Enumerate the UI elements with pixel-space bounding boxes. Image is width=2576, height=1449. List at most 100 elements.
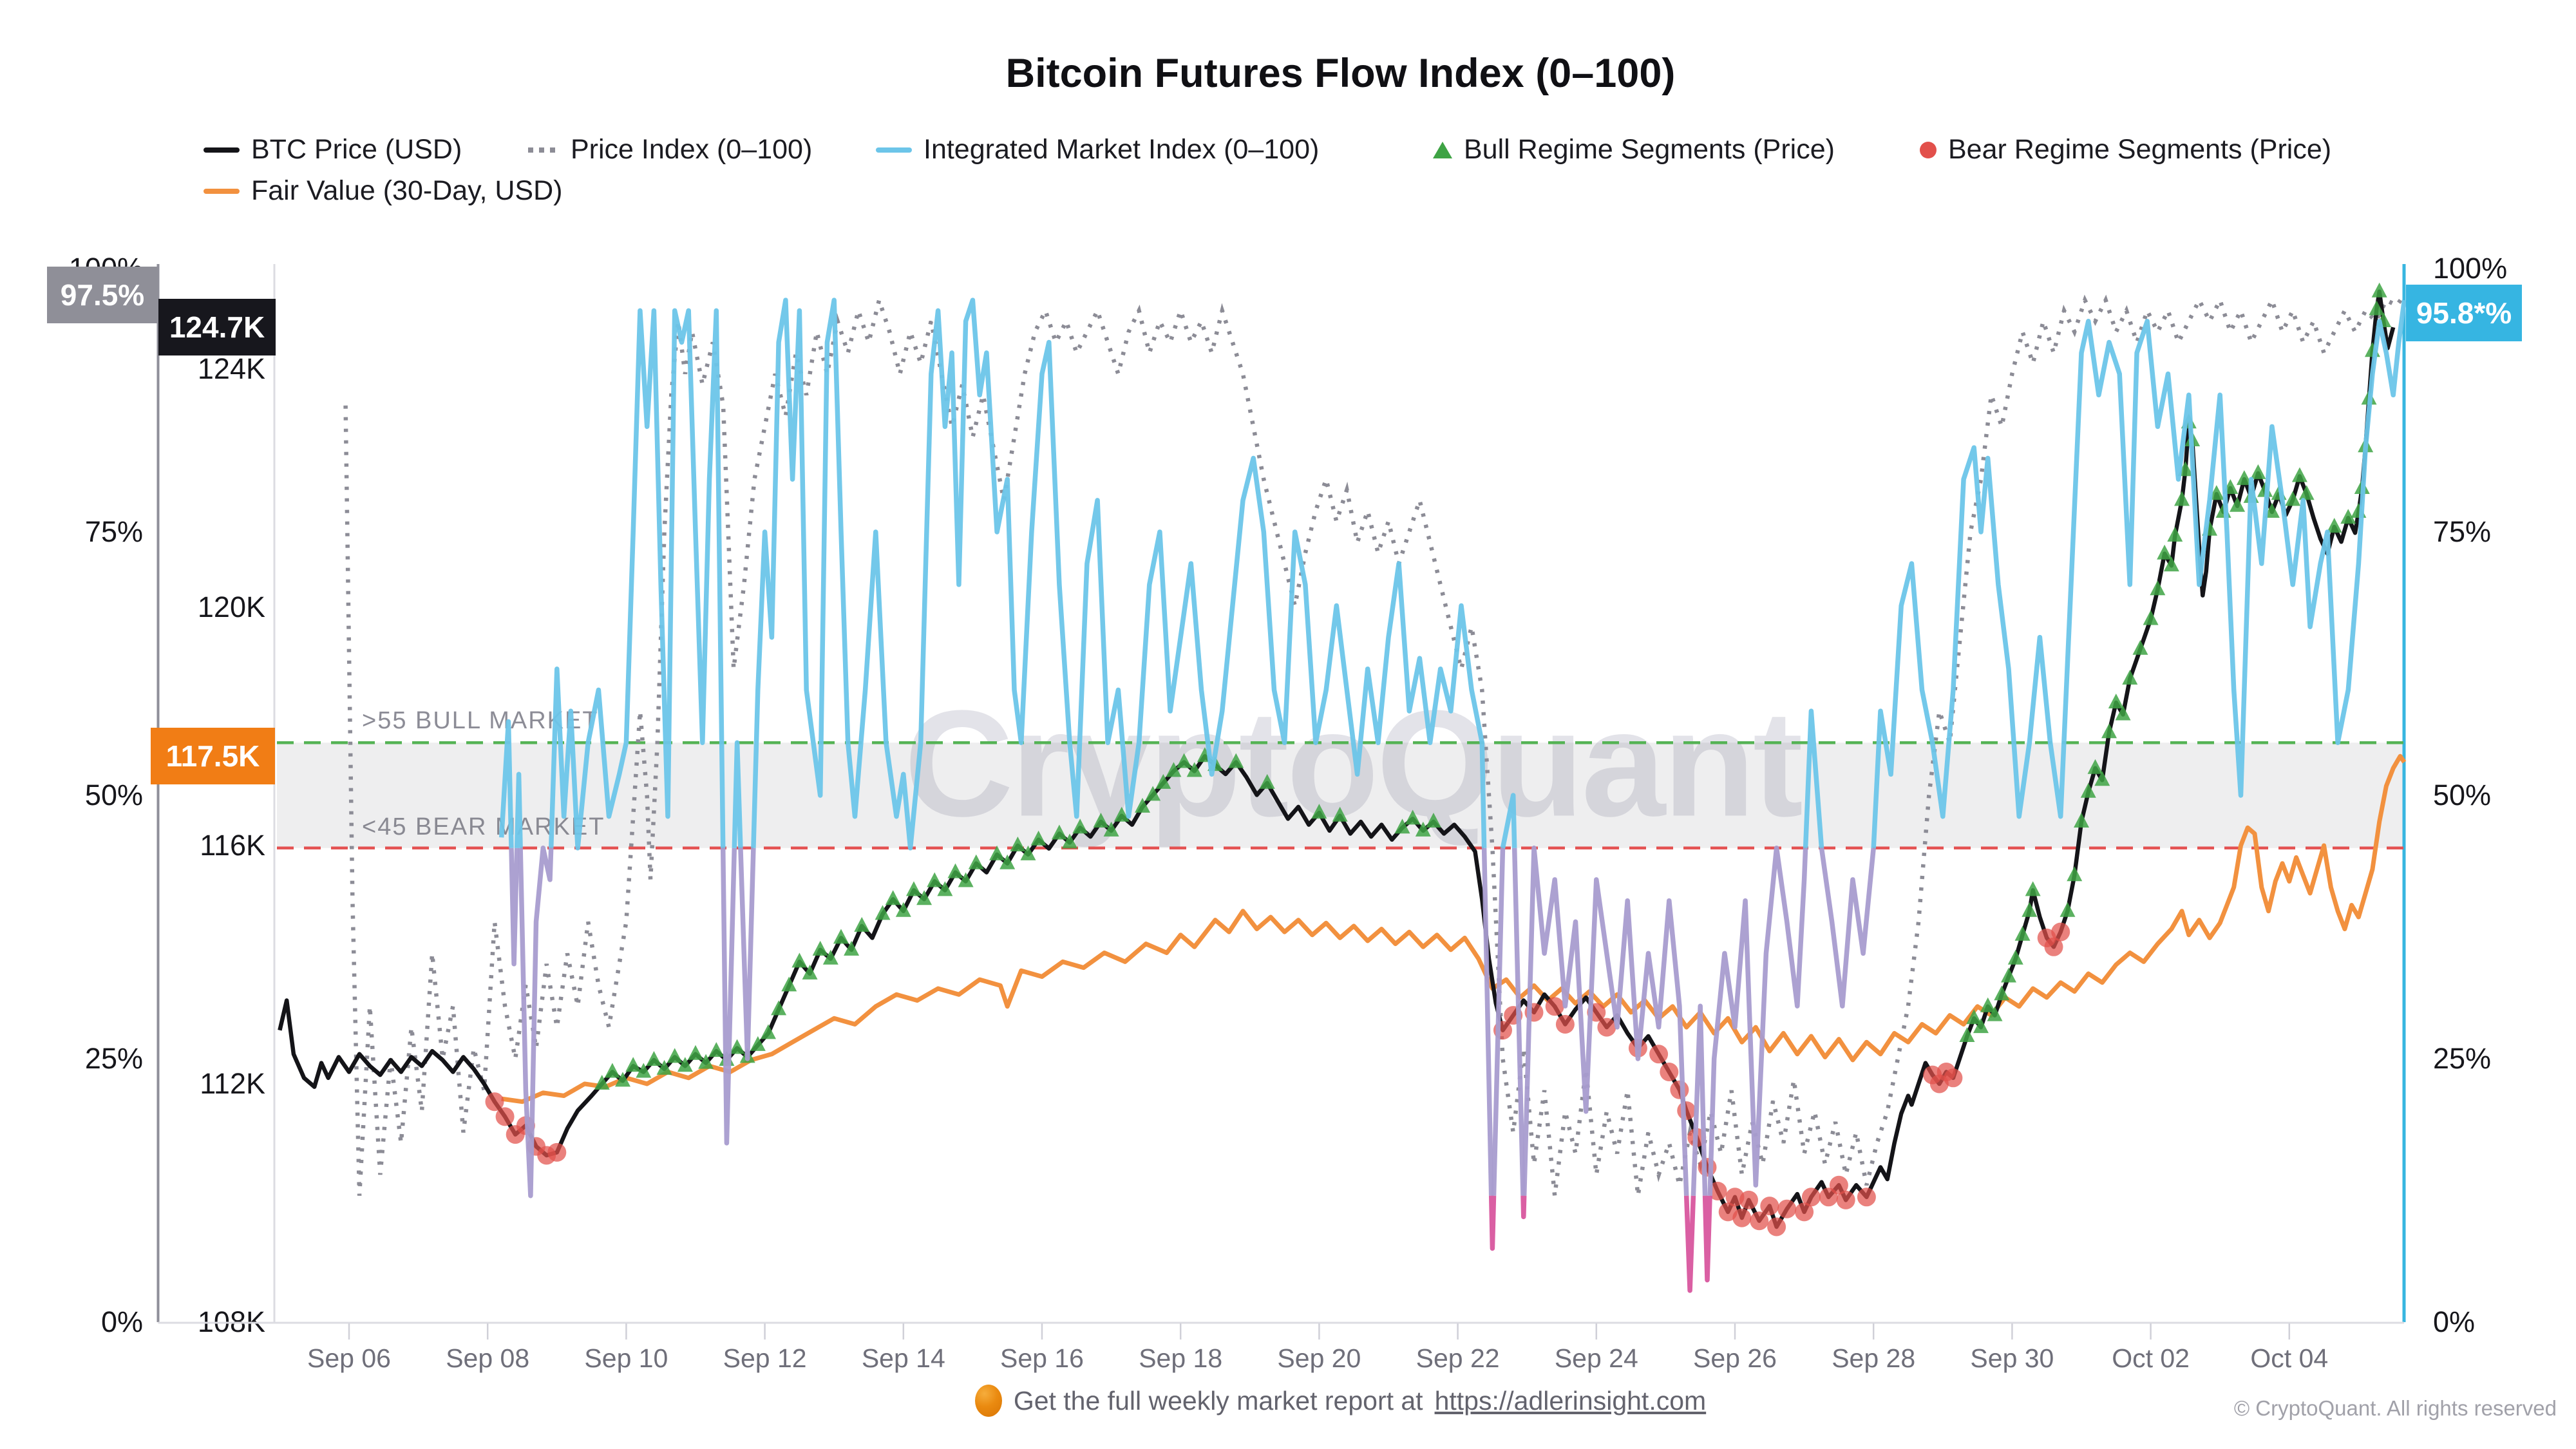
bear-regime-marker [1760, 1197, 1779, 1216]
market-index-line [514, 772, 523, 848]
bull-regime-marker [2022, 902, 2038, 917]
bull-regime-marker [989, 845, 1005, 860]
bull-regime-marker [2108, 694, 2124, 708]
market-index-line [1511, 848, 1526, 1196]
bull-regime-marker [2208, 485, 2224, 500]
price-index-badge: 97.5% [47, 266, 158, 323]
market-index-line [1521, 846, 1689, 1196]
bull-regime-marker [947, 863, 963, 878]
bull-regime-marker [2060, 902, 2076, 917]
market-index-line [1500, 793, 1517, 849]
bull-regime-marker [905, 881, 922, 896]
x-axis-date-label: Sep 08 [446, 1343, 530, 1373]
right-percent-tick: 0% [2433, 1305, 2476, 1338]
x-axis-date-label: Sep 16 [1000, 1343, 1084, 1373]
report-banner: Get the full weekly market report at htt… [277, 1385, 2404, 1417]
btc-price-badge: 124.7K [158, 299, 276, 356]
bull-regime-marker [885, 890, 901, 905]
legend-item-market_index[interactable]: Integrated Market Index (0–100) [876, 134, 1319, 166]
bull-regime-marker [1394, 819, 1410, 834]
bull-regime-marker [2080, 782, 2096, 798]
bear-regime-marker [1829, 1175, 1848, 1195]
bull-regime-marker [854, 916, 870, 932]
legend-swatch-line-icon [204, 188, 240, 194]
bear-regime-marker [1795, 1202, 1814, 1222]
bull-regime-marker [2001, 967, 2017, 983]
bear-regime-marker [1739, 1190, 1758, 1209]
market-index-line [1819, 848, 1876, 1009]
bull-regime-marker [875, 905, 891, 920]
bull-regime-marker [916, 890, 933, 905]
legend-item-bull[interactable]: Bull Regime Segments (Price) [1433, 134, 1835, 166]
left-price-tick: 124K [197, 352, 265, 385]
x-axis-date-label: Sep 20 [1277, 1343, 1361, 1373]
legend-swatch-line-icon [204, 147, 240, 153]
bull-regime-marker [1405, 810, 1421, 825]
bull-regime-marker [791, 952, 808, 968]
legend-label: Fair Value (30-Day, USD) [251, 175, 563, 206]
report-link[interactable]: https://adlerinsight.com [1434, 1385, 1707, 1416]
bear-regime-marker [1649, 1045, 1669, 1064]
bull-regime-marker [1425, 813, 1441, 828]
bull-regime-marker [781, 976, 797, 992]
bear-regime-marker [1777, 1199, 1797, 1218]
bull-regime-marker [2174, 491, 2190, 506]
legend-item-btc[interactable]: BTC Price (USD) [204, 134, 462, 166]
bull-regime-marker [1093, 813, 1109, 828]
legend-swatch-line-icon [876, 147, 912, 153]
bull-regime-marker [2025, 881, 2041, 896]
bull-regime-marker [2291, 467, 2307, 482]
bull-regime-marker [1973, 1018, 1989, 1034]
legend-item-fair_value[interactable]: Fair Value (30-Day, USD) [204, 175, 562, 207]
orange-dot-icon [974, 1385, 1002, 1417]
report-text: Get the full weekly market report at [1013, 1385, 1423, 1416]
bull-regime-marker [2014, 925, 2031, 941]
legend-label: Bear Regime Segments (Price) [1948, 134, 2332, 165]
bull-regime-marker [2285, 491, 2301, 506]
bull-regime-marker [1980, 997, 1996, 1012]
bull-regime-marker [1959, 1027, 1975, 1042]
bull-regime-marker [1186, 762, 1202, 777]
bull-regime-marker [771, 1000, 787, 1016]
bear-regime-marker [2044, 937, 2063, 956]
bull-regime-marker [1103, 821, 1119, 837]
market-index-line [548, 308, 726, 851]
bull-regime-marker [2369, 300, 2385, 316]
right-percent-tick: 50% [2433, 779, 2492, 811]
market-index-line [1481, 848, 1494, 1196]
bear-regime-marker [1670, 1080, 1689, 1099]
bull-regime-marker [677, 1057, 693, 1072]
x-axis-date-label: Sep 14 [861, 1343, 945, 1373]
bull-regime-marker [2115, 705, 2131, 721]
legend-swatch-dot-icon [1920, 141, 1937, 158]
bear-regime-marker [1801, 1188, 1821, 1207]
legend-label: Price Index (0–100) [571, 134, 813, 165]
bull-regime-marker [2157, 544, 2173, 560]
x-axis-date-label: Sep 22 [1416, 1343, 1500, 1373]
bull-regime-marker [604, 1063, 620, 1078]
bull-regime-marker [1010, 837, 1026, 851]
x-axis-date-label: Sep 18 [1139, 1343, 1223, 1373]
bear-regime-marker [1732, 1208, 1752, 1227]
legend-item-bear[interactable]: Bear Regime Segments (Price) [1920, 134, 2331, 166]
bull-regime-marker [2371, 282, 2387, 298]
bull-regime-marker [2132, 639, 2148, 655]
regime-band [277, 743, 2404, 848]
bull-regime-marker [2101, 723, 2117, 739]
bull-regime-marker [2122, 670, 2138, 685]
fair-value-badge: 117.5K [151, 728, 275, 785]
bull-regime-marker [937, 881, 953, 896]
market-index-line [1491, 848, 1506, 1196]
bull-regime-marker [1176, 753, 1192, 768]
bear-regime-marker [1767, 1217, 1786, 1236]
x-axis-date-label: Oct 04 [2250, 1343, 2329, 1373]
bear-regime-marker [1545, 997, 1564, 1016]
bull-regime-marker [2230, 497, 2246, 512]
market-index-line [1702, 1195, 1712, 1283]
x-axis-date-label: Oct 02 [2112, 1343, 2190, 1373]
legend-item-price_index[interactable]: Price Index (0–100) [528, 134, 812, 166]
bear-regime-marker [1555, 1015, 1575, 1034]
market-index-badge: 95.8*% [2406, 284, 2522, 341]
left-price-tick: 120K [197, 591, 265, 623]
